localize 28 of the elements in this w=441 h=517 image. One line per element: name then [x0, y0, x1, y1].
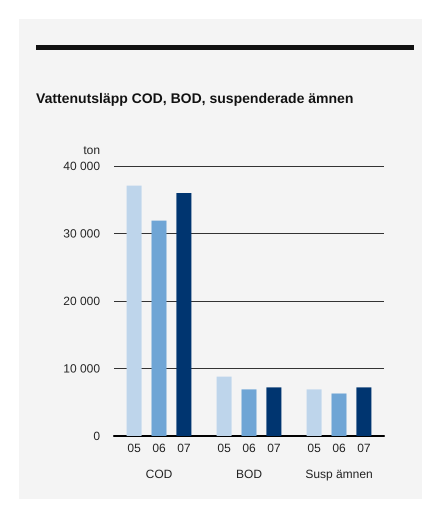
bar	[356, 387, 372, 436]
chart-title: Vattenutsläpp COD, BOD, suspenderade ämnen	[36, 90, 354, 106]
y-axis-title: ton	[83, 143, 100, 157]
bar	[242, 389, 256, 436]
bar	[126, 186, 142, 436]
bar	[176, 193, 192, 436]
series-label: 06	[152, 441, 166, 455]
text: 06	[332, 441, 346, 455]
text: 05	[217, 441, 231, 455]
y-tick-label: 40 000	[63, 159, 100, 173]
x-tick-label: Susp ämnen	[305, 467, 373, 481]
y-tick-label: 20 000	[63, 294, 100, 308]
series-label: 07	[177, 441, 191, 455]
y-tick-label: 30 000	[63, 226, 100, 240]
bar	[152, 220, 166, 436]
x-tick-label: COD	[146, 467, 173, 481]
bar	[216, 376, 232, 436]
y-tick-label: 10 000	[63, 362, 100, 376]
bar	[266, 387, 282, 436]
text: 07	[267, 441, 281, 455]
series-label: 05	[127, 441, 142, 455]
bar	[332, 393, 346, 436]
text: 06	[242, 441, 256, 455]
y-tick-label: 0	[93, 429, 100, 443]
text: 05	[307, 441, 321, 455]
x-tick-label: BOD	[236, 467, 262, 481]
text: 07	[357, 441, 371, 455]
bar	[306, 389, 322, 436]
